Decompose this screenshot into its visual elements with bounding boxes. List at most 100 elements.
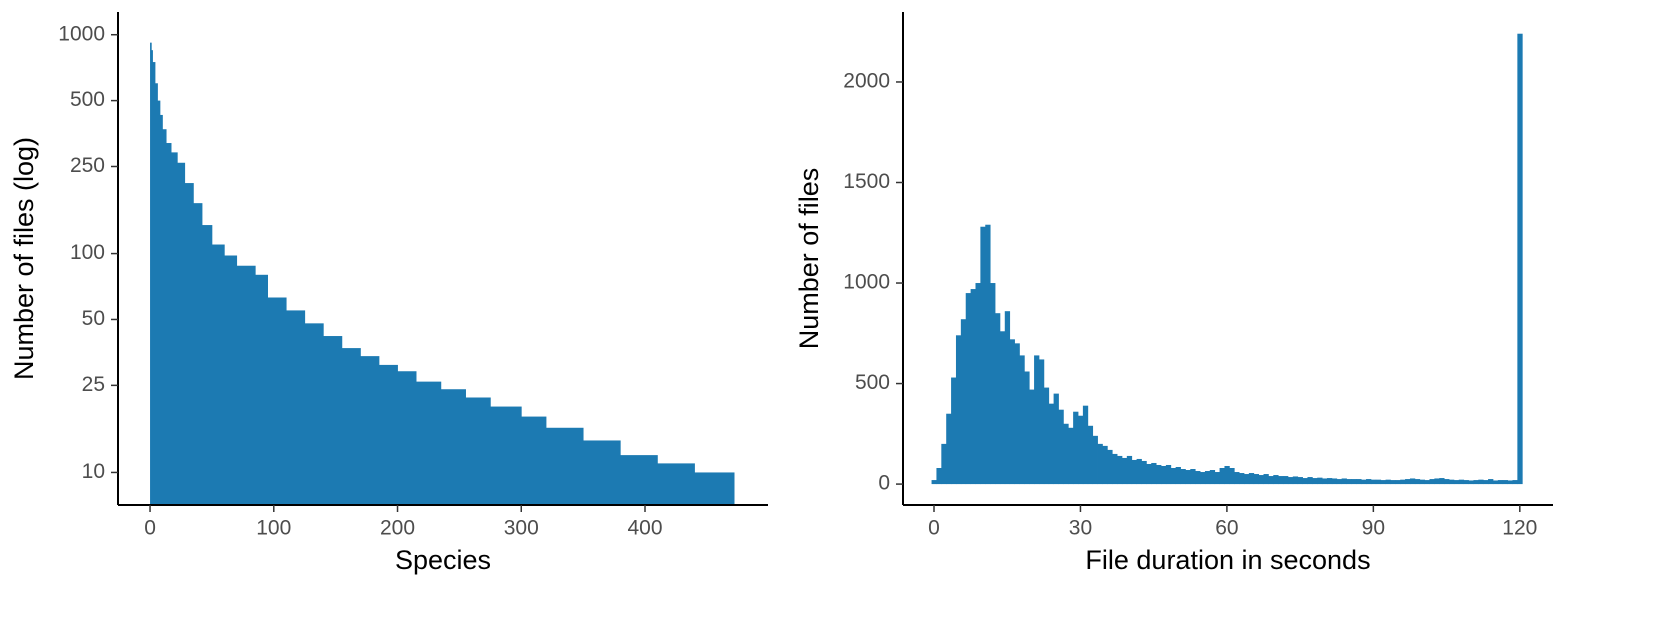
bar	[1214, 472, 1220, 485]
bar	[159, 114, 163, 505]
bar	[1121, 457, 1128, 485]
bar	[1234, 472, 1240, 485]
bar	[1473, 480, 1479, 485]
bar	[1263, 474, 1269, 485]
bar	[1117, 455, 1123, 485]
bar	[1390, 480, 1396, 485]
y-tick-label: 500	[70, 88, 105, 111]
bar	[267, 297, 287, 505]
bar	[1444, 479, 1450, 485]
bar	[1048, 403, 1055, 485]
bar	[397, 371, 417, 505]
bar	[1078, 415, 1084, 485]
bar	[975, 283, 981, 485]
bar	[955, 335, 962, 485]
bar	[970, 289, 976, 485]
bar	[1190, 469, 1196, 485]
bar	[620, 455, 658, 505]
bar	[583, 440, 621, 505]
bar	[1087, 425, 1094, 485]
bar	[1449, 479, 1455, 485]
y-tick-label: 50	[82, 307, 105, 330]
bar	[1112, 453, 1118, 485]
y-tick-label: 250	[70, 154, 105, 177]
bar	[936, 468, 942, 485]
bar	[154, 83, 158, 506]
bar	[416, 381, 442, 505]
x-tick-label: 0	[144, 517, 156, 540]
bar	[694, 472, 735, 505]
bar	[1380, 480, 1386, 485]
bar	[1014, 343, 1020, 485]
bar	[941, 443, 947, 485]
bar	[360, 356, 380, 505]
bar	[1243, 474, 1250, 485]
bar	[1395, 480, 1401, 485]
bar	[1278, 476, 1284, 485]
x-axis-title: File duration in seconds	[1085, 545, 1370, 575]
bar	[985, 224, 991, 485]
x-tick-label: 0	[928, 517, 940, 540]
x-tick-label: 400	[627, 517, 662, 540]
bar	[951, 377, 957, 485]
bar	[1317, 477, 1323, 485]
bar	[341, 348, 361, 505]
bar	[211, 244, 225, 505]
bar	[1141, 460, 1147, 485]
x-tick-label: 90	[1362, 517, 1385, 540]
bar	[1175, 466, 1181, 485]
y-tick-label: 0	[878, 472, 890, 495]
bar	[1361, 479, 1367, 485]
bar	[1405, 479, 1411, 485]
bar	[1512, 480, 1518, 485]
y-tick-label: 1000	[58, 22, 105, 45]
bar	[440, 389, 466, 505]
bar	[931, 480, 937, 485]
bar	[1180, 469, 1186, 485]
bar	[1488, 479, 1494, 485]
bar	[1400, 479, 1406, 485]
bar	[1458, 479, 1465, 485]
y-tick-label: 1500	[843, 170, 890, 193]
bar	[1453, 480, 1460, 485]
bar	[1136, 458, 1142, 485]
y-tick-label: 100	[70, 241, 105, 264]
bar	[1385, 479, 1391, 485]
bar	[171, 152, 178, 505]
bar	[1038, 359, 1045, 485]
bar	[1082, 405, 1089, 485]
bar	[1248, 473, 1255, 485]
bar	[1366, 479, 1372, 485]
bar	[151, 50, 153, 505]
bar	[1268, 476, 1274, 485]
bar	[1170, 468, 1177, 485]
bar	[162, 129, 167, 505]
x-tick-label: 30	[1069, 517, 1092, 540]
bar	[1439, 478, 1445, 485]
bar	[1351, 479, 1357, 485]
bar	[177, 162, 186, 506]
bar	[1322, 478, 1328, 485]
bar	[1326, 478, 1333, 485]
bar	[465, 397, 491, 505]
bar	[1307, 477, 1313, 485]
bar	[1419, 479, 1426, 485]
bar	[1092, 435, 1098, 485]
x-tick-label: 300	[504, 517, 539, 540]
bar	[1126, 455, 1133, 485]
bar	[1517, 33, 1523, 485]
bar	[1204, 471, 1211, 485]
bar	[490, 406, 522, 505]
bar	[1156, 464, 1162, 485]
bar	[236, 265, 256, 505]
x-tick-label: 100	[256, 517, 291, 540]
bar	[1107, 449, 1113, 485]
bar	[1283, 476, 1289, 485]
bar	[1341, 478, 1347, 485]
x-axis-title: Species	[395, 545, 491, 575]
bar	[1029, 389, 1035, 485]
bar	[152, 62, 156, 505]
bar	[1146, 463, 1152, 485]
y-tick-label: 2000	[843, 70, 890, 93]
bar	[1239, 473, 1245, 485]
